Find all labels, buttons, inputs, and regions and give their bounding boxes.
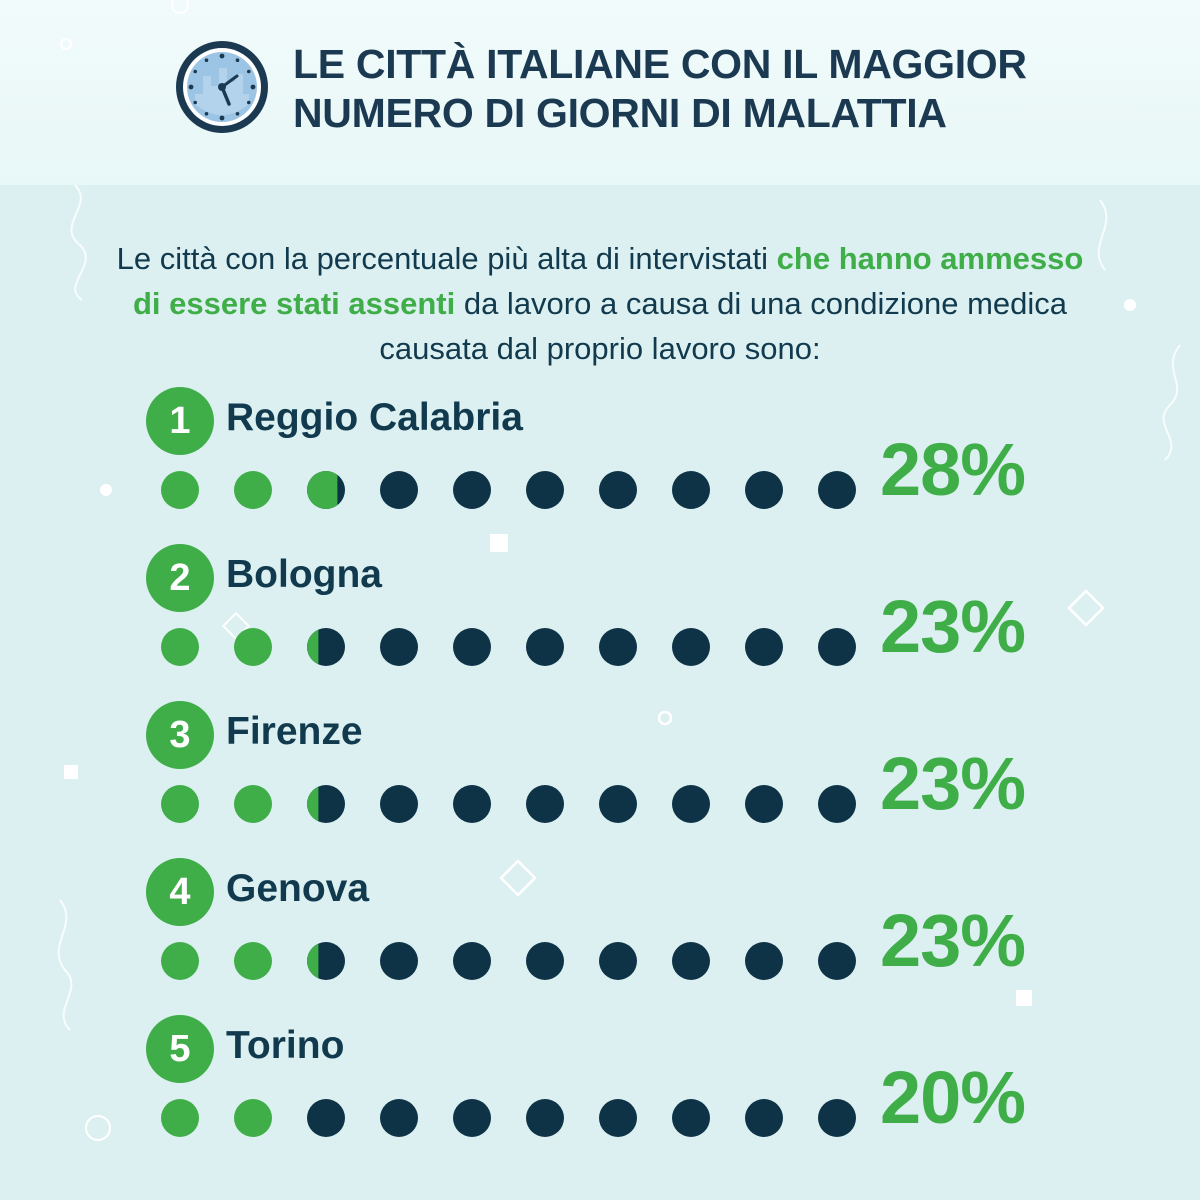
percentage-label: 23% [880, 585, 1026, 668]
dot [818, 471, 856, 509]
city-name: Torino [226, 1024, 345, 1067]
dot [672, 471, 710, 509]
dot [161, 785, 199, 823]
ranking-row: 5 Torino 20% [0, 1015, 1200, 1165]
dot [672, 942, 710, 980]
dot-row [161, 628, 856, 666]
dot [599, 785, 637, 823]
dot [234, 471, 272, 509]
dot [526, 1099, 564, 1137]
dot [380, 785, 418, 823]
dot [745, 1099, 783, 1137]
dot [672, 1099, 710, 1137]
dot [380, 1099, 418, 1137]
dot [818, 1099, 856, 1137]
dot [380, 942, 418, 980]
dot [453, 471, 491, 509]
city-name: Reggio Calabria [226, 396, 523, 439]
dot [599, 942, 637, 980]
rank-badge: 5 [146, 1015, 214, 1083]
dot [234, 1099, 272, 1137]
dot [818, 628, 856, 666]
percentage-label: 28% [880, 428, 1026, 511]
ranking-row: 3 Firenze 23% [0, 701, 1200, 851]
ranking-row: 1 Reggio Calabria 28% [0, 387, 1200, 537]
dot-row [161, 1099, 856, 1137]
ranking-row: 2 Bologna 23% [0, 544, 1200, 694]
dot [453, 1099, 491, 1137]
dot [599, 628, 637, 666]
dot [818, 942, 856, 980]
dot [453, 628, 491, 666]
intro-text: Le città con la percentuale più alta di … [100, 236, 1100, 371]
dot [380, 628, 418, 666]
city-name: Bologna [226, 553, 382, 596]
ranking-row: 4 Genova 23% [0, 858, 1200, 1008]
dot [307, 785, 345, 823]
dot [672, 628, 710, 666]
dot [526, 785, 564, 823]
dot [526, 942, 564, 980]
rank-badge: 2 [146, 544, 214, 612]
dot [599, 1099, 637, 1137]
dot [307, 628, 345, 666]
dot [307, 1099, 345, 1137]
rank-badge: 1 [146, 387, 214, 455]
dot [453, 942, 491, 980]
dot-partial-fill [307, 786, 319, 822]
percentage-label: 23% [880, 899, 1026, 982]
dot [161, 628, 199, 666]
dot [818, 785, 856, 823]
clock-icon [176, 41, 268, 133]
dot-row [161, 942, 856, 980]
dot [453, 785, 491, 823]
intro-part-1: Le città con la percentuale più alta di … [116, 241, 777, 276]
rank-badge: 4 [146, 858, 214, 926]
dot-row [161, 785, 856, 823]
dot [526, 628, 564, 666]
intro-part-2: da lavoro a causa di una condizione medi… [379, 286, 1067, 366]
city-name: Firenze [226, 710, 363, 753]
percentage-label: 20% [880, 1056, 1026, 1139]
title-line-1: LE CITTÀ ITALIANE CON IL MAGGIOR [293, 41, 1027, 87]
dot [672, 785, 710, 823]
dot [161, 942, 199, 980]
dot [234, 628, 272, 666]
dot [526, 471, 564, 509]
dot [307, 942, 345, 980]
title-line-2: NUMERO DI GIORNI DI MALATTIA [293, 90, 947, 136]
dot [161, 471, 199, 509]
dot [745, 785, 783, 823]
dot [380, 471, 418, 509]
dot [161, 1099, 199, 1137]
dot [234, 785, 272, 823]
dot [599, 471, 637, 509]
dot [745, 628, 783, 666]
dot [745, 471, 783, 509]
dot-partial-fill [307, 629, 319, 665]
dot [234, 942, 272, 980]
percentage-label: 23% [880, 742, 1026, 825]
page-title: LE CITTÀ ITALIANE CON IL MAGGIOR NUMERO … [293, 40, 1153, 138]
dot [745, 942, 783, 980]
rank-badge: 3 [146, 701, 214, 769]
dot-row [161, 471, 856, 509]
intro-highlight: che hanno ammesso di essere stati assent… [132, 241, 1084, 321]
dot [307, 471, 345, 509]
city-name: Genova [226, 867, 370, 910]
dot-partial-fill [307, 943, 319, 979]
dot-partial-fill [307, 471, 338, 509]
